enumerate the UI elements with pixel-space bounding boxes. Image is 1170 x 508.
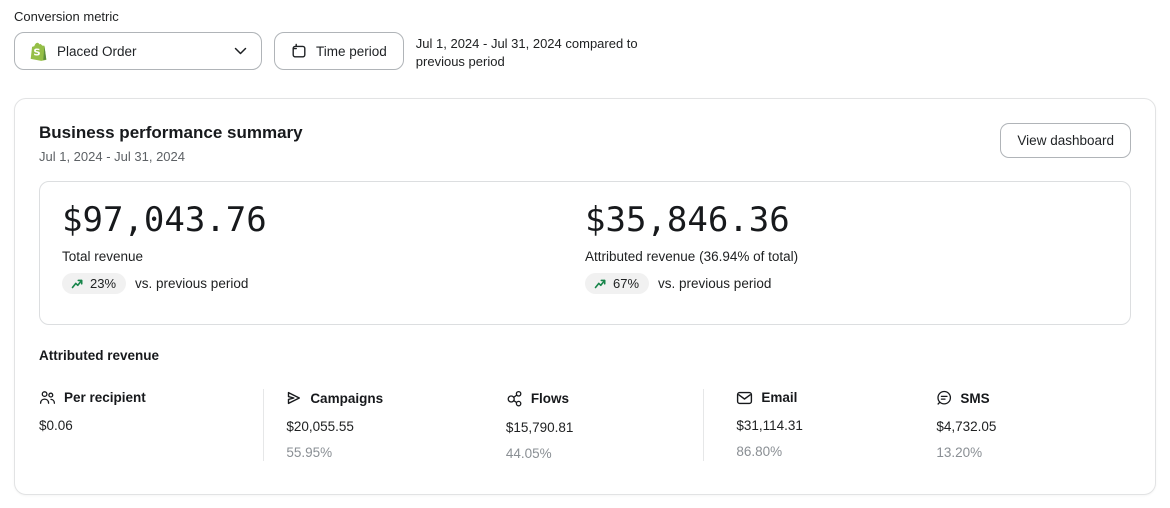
attributed-revenue-change: 67%	[613, 276, 640, 292]
stat-value: $4,732.05	[936, 419, 997, 435]
stat-email: Email $31,114.31 86.80%	[704, 389, 904, 461]
view-dashboard-button[interactable]: View dashboard	[1000, 123, 1131, 159]
total-revenue-compare-label: vs. previous period	[135, 276, 249, 292]
stat-value: $15,790.81	[505, 420, 574, 436]
stat-value: $0.06	[39, 418, 73, 434]
card-title: Business performance summary	[39, 123, 303, 143]
time-period-button[interactable]: Time period	[274, 32, 404, 70]
total-revenue-change-badge: 23%	[62, 273, 127, 295]
svg-text:S: S	[33, 47, 40, 58]
shopify-icon: S	[30, 42, 47, 61]
calendar-icon	[291, 43, 307, 59]
stat-percent: 44.05%	[505, 446, 552, 462]
conversion-metric-value: Placed Order	[57, 43, 137, 59]
attributed-revenue-section-title: Attributed revenue	[39, 348, 160, 364]
stat-percent: 86.80%	[736, 444, 783, 460]
time-period-label: Time period	[316, 43, 387, 59]
stat-label: Per recipient	[64, 390, 146, 406]
stat-campaigns: Campaigns $20,055.55 55.95%	[264, 389, 484, 461]
attributed-revenue-value: $35,846.36	[585, 200, 790, 241]
stat-flows: Flows $15,790.81 44.05%	[484, 389, 704, 461]
stat-value: $20,055.55	[286, 419, 354, 435]
email-icon	[736, 391, 753, 405]
total-revenue-label: Total revenue	[62, 249, 144, 265]
attributed-revenue-compare-label: vs. previous period	[658, 276, 772, 292]
stat-value: $31,114.31	[736, 418, 803, 434]
stat-per-recipient: Per recipient $0.06	[39, 389, 146, 461]
people-icon	[39, 390, 56, 405]
stat-label: Email	[761, 390, 798, 406]
trend-up-icon	[594, 278, 607, 290]
trend-up-icon	[71, 278, 84, 290]
attributed-revenue-stats: Per recipient $0.06 Campaigns $20,055.55…	[39, 389, 1131, 462]
total-revenue-metric: $97,043.76 Total revenue 23% vs. previou…	[62, 200, 585, 298]
stat-sms: SMS $4,732.05 13.20%	[904, 389, 1104, 461]
attributed-revenue-metric: $35,846.36 Attributed revenue (36.94% of…	[585, 200, 1108, 298]
total-revenue-value: $97,043.76	[62, 200, 267, 241]
flows-icon	[506, 390, 523, 407]
business-performance-card: Business performance summary Jul 1, 2024…	[14, 98, 1156, 496]
conversion-metric-label: Conversion metric	[14, 9, 119, 24]
chevron-down-icon	[234, 47, 247, 55]
revenue-metrics-box: $97,043.76 Total revenue 23% vs. previou…	[39, 181, 1131, 326]
attributed-revenue-label: Attributed revenue (36.94% of total)	[585, 249, 799, 265]
stat-percent: 55.95%	[286, 445, 333, 461]
send-icon	[286, 390, 302, 406]
stat-label: SMS	[960, 390, 990, 406]
conversion-toolbar: Conversion metric S Placed Order	[0, 0, 1170, 71]
comparison-period-text: Jul 1, 2024 - Jul 31, 2024 compared to p…	[415, 36, 638, 70]
sms-icon	[936, 390, 952, 406]
card-date-range: Jul 1, 2024 - Jul 31, 2024	[39, 149, 185, 165]
total-revenue-change: 23%	[90, 276, 117, 292]
stat-label: Flows	[530, 391, 570, 407]
stat-label: Campaigns	[310, 390, 384, 406]
attributed-revenue-change-badge: 67%	[585, 273, 650, 295]
conversion-metric-dropdown[interactable]: S Placed Order	[14, 32, 262, 70]
stat-percent: 13.20%	[936, 445, 983, 461]
